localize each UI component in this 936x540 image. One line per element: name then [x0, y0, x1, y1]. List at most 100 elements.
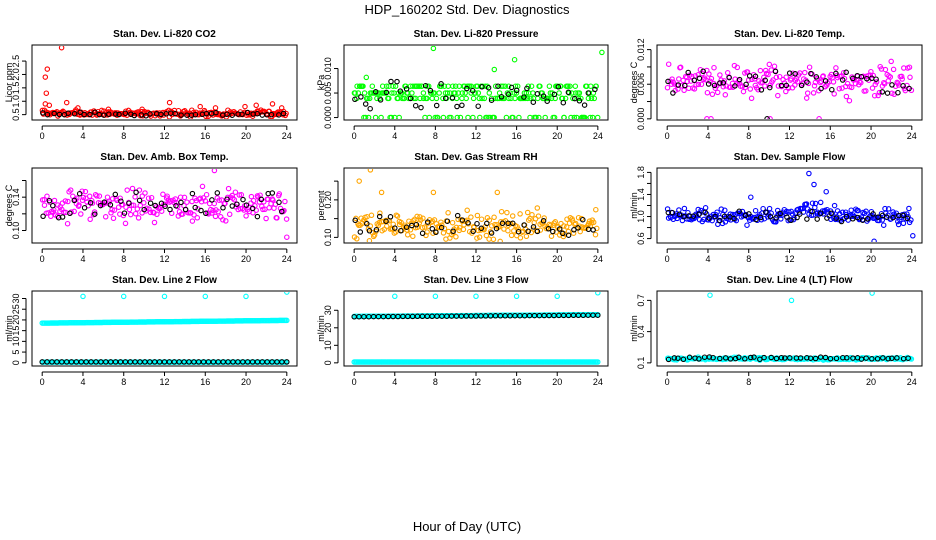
data-point: [398, 219, 404, 226]
x-tick-label: 12: [159, 377, 169, 387]
data-point: [134, 206, 141, 212]
outlier-point: [161, 293, 168, 300]
hourly-point: [807, 355, 814, 361]
hourly-point: [397, 88, 404, 94]
data-point: [389, 90, 395, 96]
hourly-point: [525, 228, 531, 235]
hourly-point: [711, 82, 718, 89]
hourly-point: [147, 111, 153, 117]
hourly-point: [454, 212, 461, 219]
hourly-point: [833, 70, 839, 77]
hourly-point: [545, 226, 552, 232]
data-layer: [351, 169, 600, 242]
data-point: [543, 225, 550, 232]
data-point: [378, 114, 384, 119]
plot-frame: [343, 44, 609, 121]
data-point: [573, 90, 579, 96]
hourly-point: [804, 216, 810, 222]
data-point: [558, 220, 564, 227]
outlier-point: [58, 46, 65, 51]
data-point: [706, 71, 712, 77]
data-point: [722, 207, 728, 214]
x-tick-label: 24: [907, 254, 917, 264]
hourly-point: [732, 355, 739, 362]
outlier-point: [595, 292, 601, 296]
data-point: [761, 74, 767, 81]
data-point: [593, 83, 599, 89]
hourly-point: [864, 216, 871, 222]
hourly-point: [700, 68, 706, 75]
data-point: [284, 317, 290, 324]
y-tick-label: 20: [11, 315, 21, 325]
x-tick-label: 0: [40, 377, 45, 387]
data-point: [453, 95, 460, 102]
hourly-point: [859, 217, 866, 223]
hourly-point: [495, 83, 501, 89]
hourly-point: [158, 111, 164, 118]
hourly-point: [555, 84, 562, 90]
hourly-point: [858, 74, 865, 80]
hourly-point: [822, 78, 829, 84]
hourly-point: [258, 196, 265, 203]
x-tick-label: 16: [825, 131, 835, 141]
data-point: [810, 90, 817, 96]
data-point: [760, 205, 766, 212]
y-tick-label: 5: [11, 350, 21, 355]
data-point: [868, 68, 874, 75]
data-point: [91, 209, 98, 215]
outlier-point: [243, 293, 249, 300]
data-point: [111, 207, 118, 213]
data-point: [223, 218, 229, 224]
hourly-point: [81, 205, 88, 211]
hourly-point: [690, 213, 697, 219]
data-point: [132, 210, 139, 217]
hourly-point: [762, 77, 768, 84]
outlier-point: [869, 292, 875, 296]
data-point: [212, 213, 219, 220]
panel-5: Stan. Dev. Gas Stream RH percent 0 4 8 12 16 20…: [316, 152, 609, 264]
hourly-point: [787, 355, 793, 361]
panel-title: Stan. Dev. Li-820 Temp.: [734, 29, 845, 40]
hourly-point: [122, 110, 129, 116]
hourly-point: [427, 87, 434, 94]
data-point: [556, 90, 562, 96]
data-point: [588, 95, 595, 102]
data-point: [817, 79, 824, 86]
hourly-point: [51, 110, 57, 117]
hourly-point: [565, 89, 572, 96]
outlier-point: [707, 292, 713, 298]
y-tick-label: 20: [323, 323, 333, 333]
outlier-point: [473, 293, 479, 300]
y-tick-label: 1.0: [11, 95, 21, 108]
data-point: [282, 198, 288, 205]
y-tick-label: 0.000: [636, 108, 646, 131]
data-point: [504, 90, 511, 96]
data-point: [551, 114, 558, 119]
hourly-point: [422, 82, 429, 89]
hourly-point: [76, 190, 83, 197]
hourly-point: [367, 105, 373, 112]
data-layer: [664, 170, 916, 242]
outlier-point: [748, 194, 754, 200]
hourly-point: [276, 112, 282, 118]
data-point: [553, 229, 559, 235]
hourly-point: [407, 95, 414, 102]
data-layer: [39, 169, 290, 240]
x-tick-label: 12: [784, 377, 794, 387]
data-point: [486, 236, 492, 242]
data-point: [762, 67, 769, 74]
hourly-point: [505, 91, 512, 97]
data-point: [757, 67, 764, 74]
x-tick-label: 4: [705, 254, 710, 264]
data-point: [722, 219, 729, 225]
hourly-point: [388, 78, 394, 85]
hourly-point: [783, 82, 790, 89]
panel-3: Stan. Dev. Li-820 Temp. degrees C 0 4 8 12 16 2…: [629, 29, 923, 141]
plot-frame: [656, 290, 923, 367]
data-point: [439, 222, 445, 228]
outlier-point: [44, 66, 51, 72]
data-point: [162, 201, 168, 207]
y-tick-label: 2.5: [11, 55, 21, 68]
data-point: [366, 95, 373, 102]
x-tick-label: 12: [471, 131, 481, 141]
